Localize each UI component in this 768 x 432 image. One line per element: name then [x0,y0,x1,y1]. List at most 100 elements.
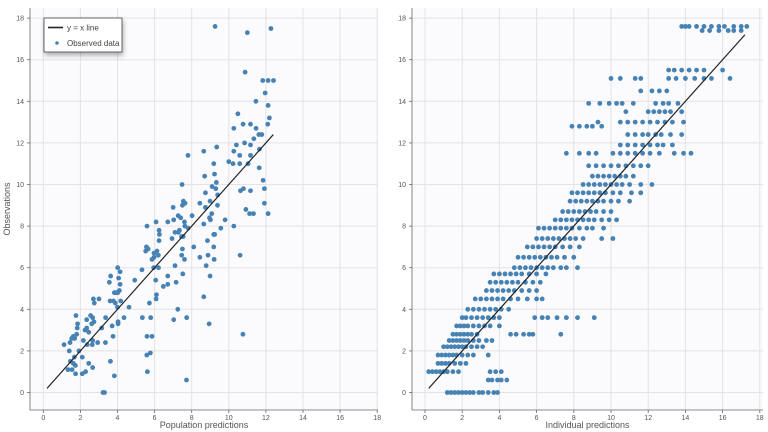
data-point [617,190,623,196]
data-point [197,200,203,206]
data-point [571,209,577,214]
data-point [530,331,536,337]
data-point [231,125,237,131]
data-point [248,188,253,194]
data-point [506,288,512,293]
data-point [694,67,699,73]
data-point [649,88,655,94]
data-point [238,188,243,194]
data-point [180,246,185,252]
data-point [547,244,553,250]
data-point [658,132,664,137]
data-point [617,150,623,156]
data-point [638,182,644,187]
data-point [476,306,482,312]
data-point [569,190,575,196]
data-point [576,123,582,129]
data-point [536,225,541,231]
data-point [180,271,186,277]
data-point [487,279,493,285]
data-point [519,271,525,277]
x-tick-label: 4 [116,415,120,422]
data-point [647,142,653,148]
data-point [552,225,558,231]
data-point [426,369,432,375]
data-point [616,198,621,204]
data-point [666,67,672,73]
data-point [731,24,737,29]
data-point [640,132,646,137]
data-point [617,119,623,125]
data-point [586,150,592,156]
data-point [584,225,590,231]
data-point [495,390,500,395]
data-point [576,209,582,214]
data-point [485,315,491,321]
data-point [211,256,217,262]
data-point [165,219,171,225]
data-point [444,369,450,375]
x-tick-label: 12 [262,415,270,422]
data-point [483,338,489,343]
x-tick-label: 18 [373,415,381,422]
data-point [265,211,271,217]
data-point [606,173,612,179]
data-point [463,360,469,366]
data-point [443,352,448,358]
data-point [463,315,469,321]
data-point [467,390,473,395]
data-point [510,279,515,285]
data-point [521,331,526,337]
data-point [599,123,605,129]
data-point [112,300,118,306]
data-point [584,123,590,129]
data-point [632,150,638,156]
data-point [707,28,712,33]
data-point [171,217,177,223]
data-point [139,315,145,321]
data-point [103,315,109,321]
y-tick-label: 6 [20,265,24,272]
data-point [593,209,599,214]
data-point [686,67,692,73]
data-point [476,323,482,329]
data-point [79,371,85,377]
data-point [623,109,629,115]
data-point [692,76,698,81]
data-point [716,28,722,33]
data-point [647,150,653,156]
data-point [108,273,114,279]
data-point [495,288,500,293]
data-point [614,217,619,223]
data-point [144,352,150,358]
data-point [480,315,486,321]
data-point [156,227,162,233]
data-point [738,24,744,29]
data-point [253,125,259,131]
data-point [638,163,644,169]
data-point [500,288,506,293]
data-point [211,244,217,250]
data-point [175,229,181,235]
data-point [450,369,456,375]
data-point [601,225,606,231]
data-point [89,342,95,348]
data-point [169,236,175,241]
data-point [515,254,521,260]
data-point [450,331,456,337]
data-point [106,279,112,285]
data-point [435,360,441,366]
data-point [517,265,523,271]
data-point [558,225,564,231]
y-tick-label: 16 [16,57,24,64]
legend: y = x line Observed data [43,17,123,53]
data-point [201,148,207,154]
data-point [86,360,92,366]
data-point [102,390,107,395]
data-point [90,296,96,302]
data-point [179,252,185,258]
x-tick-label: 18 [756,415,764,422]
data-point [498,369,504,375]
data-point [205,238,210,244]
data-point [497,271,502,277]
